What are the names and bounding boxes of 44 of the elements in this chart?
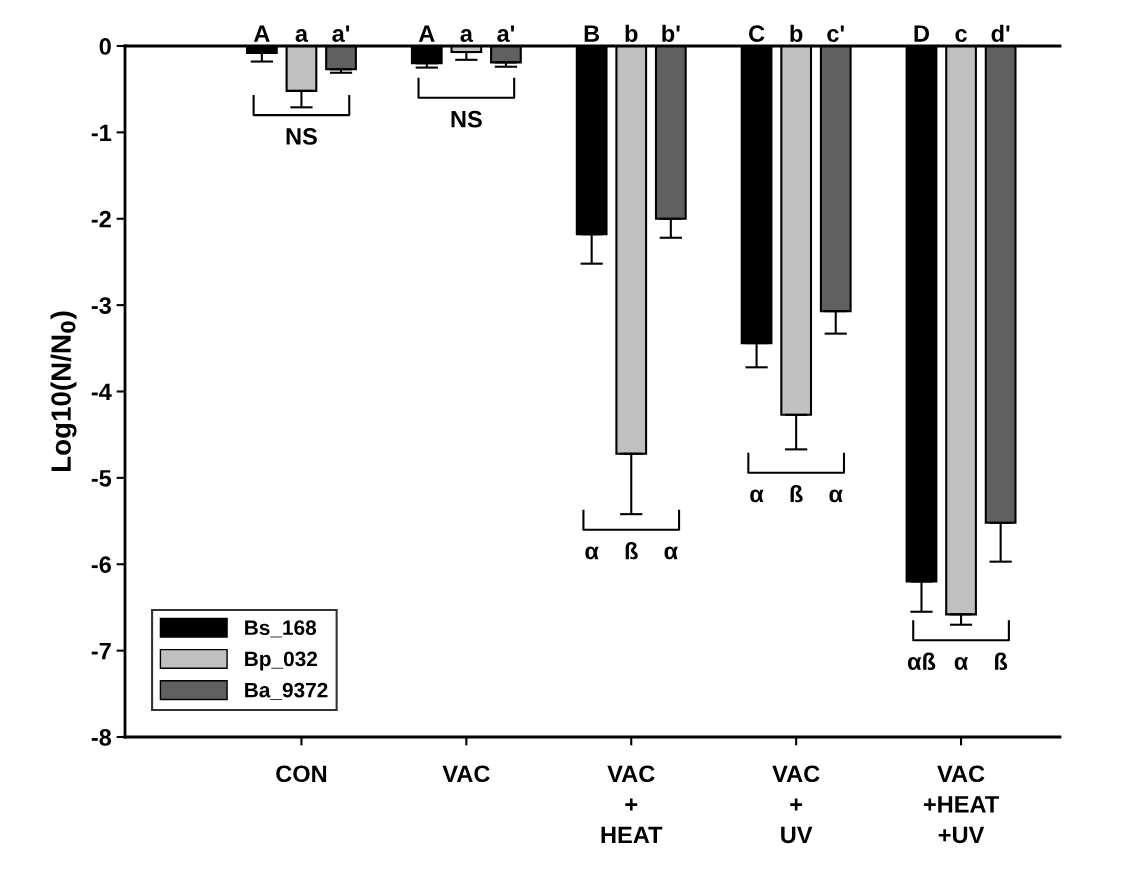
text: a' (332, 25, 350, 42)
y-tick-label: -3 (91, 297, 111, 314)
text: C (749, 25, 765, 42)
annotation: α (829, 489, 843, 503)
y-tick-label: -1 (91, 124, 112, 141)
y-tick-label: -8 (91, 729, 112, 746)
x-tick-label: VAC (442, 765, 490, 783)
annotation: α (750, 489, 764, 503)
text: a' (497, 25, 515, 42)
y-tick-label: -6 (91, 556, 111, 574)
text: B (584, 25, 600, 42)
text: A (418, 25, 435, 42)
text: a (460, 29, 474, 42)
x-tick-label: VAC +HEAT +UV (923, 765, 999, 844)
annotation: α (664, 546, 678, 560)
text: A (253, 25, 270, 42)
text: b' (662, 24, 680, 42)
y-axis-title: Log10(N/N$_{0}$) (50, 311, 77, 472)
text: D (914, 25, 930, 42)
legend-label: Bp_032 (245, 651, 318, 671)
annotation: NS (451, 110, 482, 128)
annotation: α (585, 546, 599, 560)
x-tick-label: VAC + HEAT (601, 765, 663, 844)
legend-label: Bs_168 (245, 620, 317, 638)
annotation: ß (995, 652, 1008, 670)
y-tick-label: 0 (99, 38, 111, 55)
annotation: α (954, 656, 969, 670)
annotation: NS (286, 128, 317, 145)
annotation: αß (907, 652, 936, 670)
annotation: ß (790, 485, 803, 503)
x-tick-label: VAC + UV (772, 765, 820, 844)
y-tick-label: -5 (91, 470, 112, 487)
annotation: ß (625, 542, 638, 560)
x-tick-label: CON (276, 765, 327, 783)
y-tick-label: -2 (91, 210, 111, 228)
y-tick-label: -4 (91, 383, 112, 401)
text: b (625, 24, 638, 42)
text: b (790, 24, 803, 42)
y-tick-label: -7 (91, 642, 111, 660)
text: a (295, 29, 309, 42)
text: d' (991, 24, 1010, 42)
legend-label: Ba_9372 (245, 682, 328, 700)
text: c (955, 29, 967, 42)
text: c' (827, 25, 844, 42)
